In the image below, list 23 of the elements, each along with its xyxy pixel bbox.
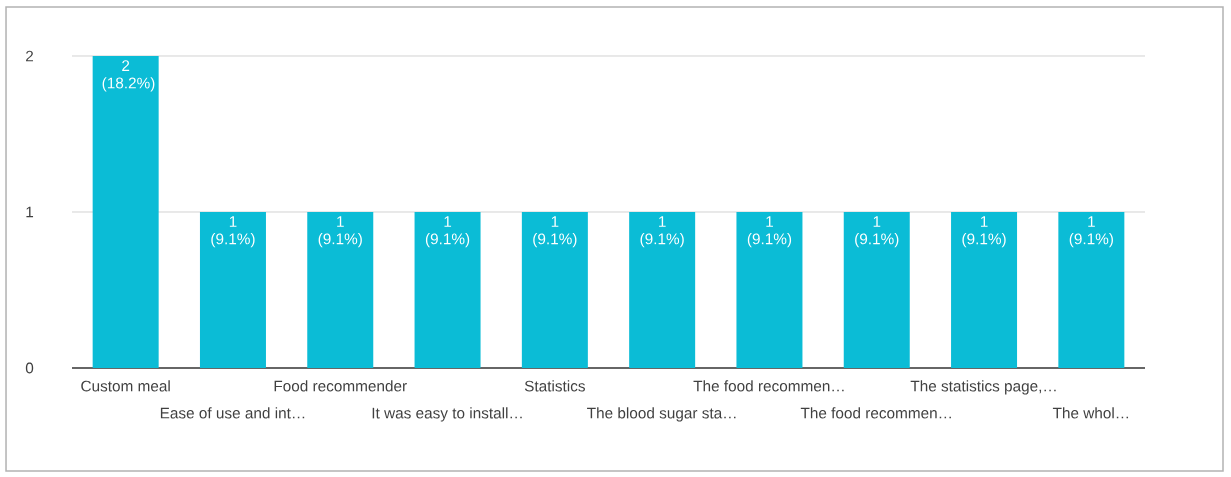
x-tick-label: The blood sugar sta…	[587, 407, 736, 422]
y-tick-label: 2	[26, 50, 34, 62]
data-label: 1 (9.1%)	[318, 216, 362, 248]
x-tick-label: Food recommender	[274, 380, 407, 392]
x-tick-label: Ease of use and int…	[160, 407, 305, 419]
x-tick-label: The statistics page,…	[910, 380, 1056, 395]
x-tick-label: The food recommen…	[693, 380, 844, 392]
x-tick-label: It was easy to install…	[372, 407, 522, 422]
data-label: 1 (9.1%)	[533, 216, 577, 248]
data-label: 1 (9.1%)	[640, 216, 684, 248]
data-label: 2 (18.2%)	[102, 60, 155, 92]
x-tick-label: The food recommen…	[800, 407, 951, 419]
data-label: 1 (9.1%)	[211, 216, 255, 248]
data-label: 1 (9.1%)	[1069, 216, 1113, 248]
x-tick-label: Statistics	[524, 380, 585, 392]
data-label: 1 (9.1%)	[747, 216, 792, 248]
y-tick-label: 0	[25, 362, 34, 374]
data-label: 1 (9.1%)	[855, 216, 899, 248]
x-tick-label: The whol…	[1052, 407, 1129, 419]
data-label: 1 (9.1%)	[962, 216, 1006, 248]
data-label: 1 (9.1%)	[425, 216, 470, 248]
x-tick-label: Custom meal	[81, 380, 170, 392]
y-tick-label: 1	[26, 206, 34, 218]
